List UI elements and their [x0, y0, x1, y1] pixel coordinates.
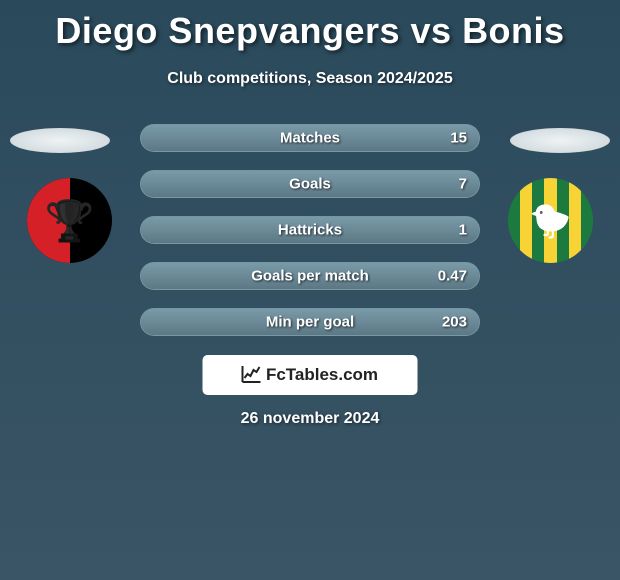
stat-value-right: 203 — [442, 314, 467, 331]
stat-value-right: 0.47 — [438, 268, 467, 285]
date: 26 november 2024 — [0, 410, 620, 428]
watermark-text: FcTables.com — [266, 365, 378, 385]
stat-row-goals-per-match: Goals per match 0.47 — [140, 262, 480, 290]
stats-container: Matches 15 Goals 7 Hattricks 1 Goals per… — [140, 124, 480, 354]
club-crest-left — [27, 178, 112, 263]
stat-label: Hattricks — [141, 222, 479, 239]
stat-row-goals: Goals 7 — [140, 170, 480, 198]
stat-value-right: 1 — [459, 222, 467, 239]
player-right-platform — [510, 128, 610, 153]
stat-row-hattricks: Hattricks 1 — [140, 216, 480, 244]
stat-label: Min per goal — [141, 314, 479, 331]
stat-label: Goals per match — [141, 268, 479, 285]
subtitle: Club competitions, Season 2024/2025 — [0, 70, 620, 88]
stat-row-min-per-goal: Min per goal 203 — [140, 308, 480, 336]
chart-icon — [242, 365, 262, 386]
stat-row-matches: Matches 15 — [140, 124, 480, 152]
page-title: Diego Snepvangers vs Bonis — [0, 0, 620, 52]
stat-value-right: 15 — [450, 130, 467, 147]
stat-value-right: 7 — [459, 176, 467, 193]
watermark: FcTables.com — [203, 355, 418, 395]
club-crest-right — [508, 178, 593, 263]
stat-label: Goals — [141, 176, 479, 193]
player-left-platform — [10, 128, 110, 153]
stat-label: Matches — [141, 130, 479, 147]
